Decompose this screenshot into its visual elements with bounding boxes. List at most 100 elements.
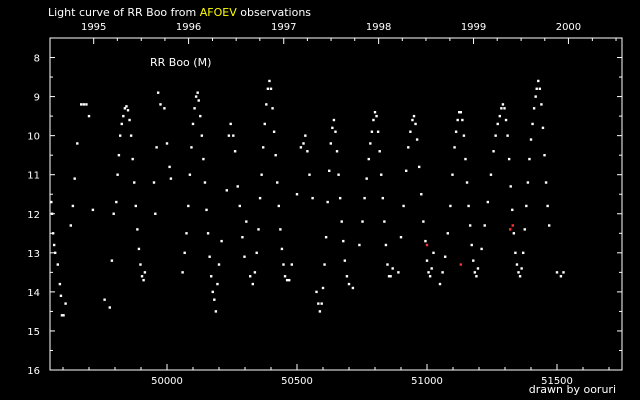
data-point	[476, 267, 480, 270]
data-point	[129, 134, 133, 137]
data-point	[317, 302, 320, 305]
data-point	[257, 228, 260, 231]
data-point	[323, 263, 326, 266]
data-point	[152, 181, 156, 184]
data-point	[169, 177, 173, 180]
data-point	[456, 118, 459, 122]
data-point	[272, 130, 276, 133]
data-point	[562, 271, 565, 274]
top-tick-label: 1999	[461, 22, 486, 33]
data-point	[277, 204, 280, 208]
data-point	[216, 282, 219, 286]
data-point	[295, 193, 299, 196]
data-point	[311, 196, 314, 200]
data-point	[50, 200, 53, 204]
data-point	[397, 271, 400, 274]
data-point	[334, 130, 337, 133]
data-point	[529, 138, 533, 141]
data-point	[504, 118, 508, 122]
data-point	[451, 173, 454, 176]
data-point	[253, 271, 257, 274]
data-point	[142, 278, 145, 282]
data-point	[444, 255, 447, 258]
data-point	[271, 107, 274, 110]
data-point	[199, 114, 202, 118]
data-point	[136, 228, 139, 231]
chart-title: Light curve of RR Boo from AFOEV observa…	[48, 6, 311, 19]
data-point	[82, 103, 85, 106]
y-tick-label: 13	[27, 249, 40, 260]
data-point	[511, 208, 514, 212]
data-point	[546, 204, 549, 208]
data-point	[548, 224, 551, 227]
data-point	[430, 267, 433, 270]
data-point	[269, 87, 273, 90]
data-point	[399, 236, 403, 239]
data-point	[462, 134, 466, 137]
data-point	[125, 105, 128, 108]
data-point	[543, 153, 546, 157]
star-label: RR Boo (M)	[150, 56, 211, 69]
data-point	[538, 87, 542, 90]
data-point	[461, 118, 464, 122]
data-point	[206, 232, 210, 235]
data-point	[73, 177, 76, 180]
data-point	[370, 130, 374, 133]
data-point	[467, 204, 470, 208]
data-point	[205, 208, 208, 212]
data-point	[337, 173, 340, 176]
data-point	[454, 130, 458, 133]
top-tick-label: 1998	[366, 22, 391, 33]
data-point	[243, 255, 246, 258]
data-point	[441, 271, 444, 274]
top-tick-label: 1995	[81, 22, 106, 33]
top-tick-label: 2000	[556, 22, 581, 33]
data-point	[458, 111, 461, 114]
data-point	[200, 134, 204, 137]
data-point	[459, 263, 462, 266]
data-point	[181, 271, 184, 274]
data-point	[415, 138, 419, 141]
data-point	[285, 278, 289, 282]
data-point	[265, 103, 268, 106]
data-point	[56, 263, 59, 266]
data-point	[332, 118, 336, 122]
data-point	[498, 114, 501, 118]
data-point	[425, 243, 429, 247]
data-point	[187, 204, 190, 208]
data-point	[50, 212, 54, 215]
data-point	[528, 157, 531, 161]
data-point	[373, 111, 377, 114]
data-point	[375, 114, 378, 118]
data-point	[468, 224, 472, 227]
credit-label: drawn by ooruri	[529, 383, 616, 396]
data-point	[76, 142, 79, 145]
data-point	[432, 251, 435, 255]
data-point	[255, 251, 258, 255]
data-point	[422, 220, 425, 223]
data-point	[238, 204, 241, 208]
data-point	[345, 275, 349, 278]
data-point	[520, 267, 523, 270]
data-point	[260, 173, 263, 176]
data-point	[123, 107, 127, 110]
x-tick-label: 50500	[281, 376, 313, 387]
data-point	[338, 196, 342, 200]
chart-title-source: AFOEV	[200, 6, 237, 19]
y-tick-label: 10	[27, 132, 40, 143]
data-point	[128, 118, 131, 122]
data-point	[225, 189, 228, 192]
data-point	[358, 243, 361, 247]
data-point	[544, 181, 548, 184]
data-point	[191, 122, 195, 126]
data-point	[196, 91, 199, 94]
data-point	[266, 87, 270, 90]
data-point	[328, 169, 331, 172]
data-point	[409, 130, 412, 133]
data-point	[276, 181, 279, 184]
data-point	[331, 126, 334, 130]
data-point	[465, 181, 469, 184]
data-point	[122, 114, 125, 118]
data-point	[537, 79, 540, 83]
data-point	[302, 142, 305, 145]
